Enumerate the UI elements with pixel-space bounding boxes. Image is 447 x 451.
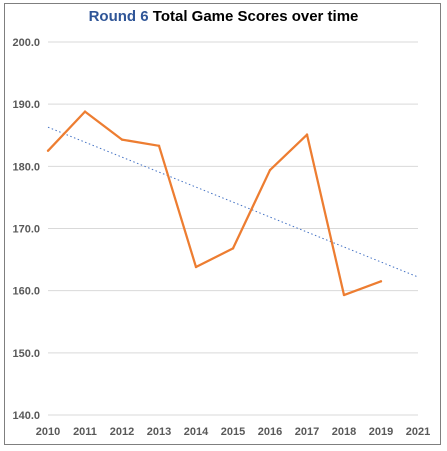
- y-tick-label: 170.0: [12, 224, 40, 236]
- data-point: [342, 293, 346, 297]
- data-point: [231, 247, 235, 250]
- series-group: [46, 110, 383, 297]
- x-tick-label: 2018: [332, 426, 356, 438]
- x-tick-label: 2016: [258, 426, 282, 438]
- data-point: [305, 133, 309, 136]
- y-tick-label: 190.0: [12, 99, 40, 111]
- trendline-group: [47, 126, 419, 278]
- chart-title-accent: Round 6: [88, 8, 149, 25]
- y-tick-label: 180.0: [12, 161, 40, 173]
- y-axis-ticks: 140.0 150.0 160.0 170.0 180.0 190.0 200.0: [12, 37, 40, 422]
- y-tick-label: 200.0: [12, 37, 40, 49]
- gridlines: [48, 41, 418, 416]
- y-tick-label: 160.0: [12, 286, 40, 298]
- x-tick-label: 2011: [73, 426, 97, 438]
- x-tick-label: 2017: [295, 426, 319, 438]
- data-point: [379, 280, 383, 283]
- data-point: [157, 144, 161, 148]
- x-tick-label: 2012: [110, 426, 134, 438]
- series-line: [47, 110, 382, 297]
- data-point: [120, 138, 124, 141]
- x-tick-label: 2010: [36, 426, 60, 438]
- chart-title-rest: Total Game Scores over time: [152, 8, 359, 25]
- chart-title: Round 6 Total Game Scores over time: [0, 8, 447, 25]
- trendline: [47, 126, 419, 278]
- x-tick-label: 2019: [369, 426, 393, 438]
- x-tick-label: 2015: [221, 426, 245, 438]
- data-point: [83, 110, 87, 113]
- x-tick-label: 2013: [147, 426, 171, 438]
- x-axis-ticks: 2010 2011 2012 2013 2014 2015 2016 2017 2018 2019…: [36, 426, 430, 438]
- data-point: [268, 168, 272, 172]
- data-point: [46, 149, 50, 152]
- x-tick-label: 2021: [406, 426, 430, 438]
- y-tick-label: 140.0: [12, 410, 40, 422]
- y-tick-label: 150.0: [12, 348, 40, 360]
- data-point: [194, 265, 198, 269]
- chart-frame: [4, 3, 441, 445]
- x-tick-label: 2014: [184, 426, 209, 438]
